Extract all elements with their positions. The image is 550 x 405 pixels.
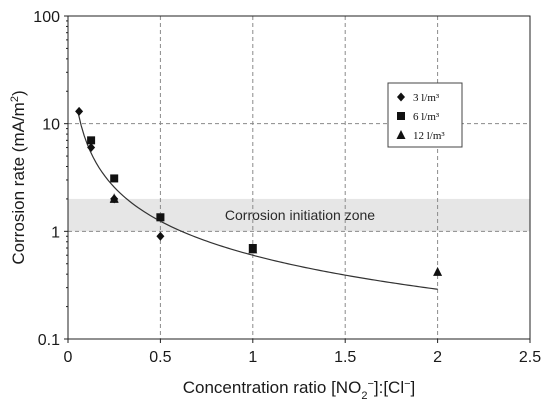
legend-marker-square bbox=[397, 112, 405, 120]
text-layer: 0 0.5 1 1.5 2 2.5 0.1 1 10 100 Concentration ratio… bbox=[9, 9, 541, 402]
data-point-square bbox=[110, 174, 119, 183]
legend-marker-triangle bbox=[396, 130, 406, 139]
legend-marker-diamond bbox=[397, 92, 405, 102]
fit-curve bbox=[77, 112, 438, 290]
legend-label: 3 l/m³ bbox=[413, 92, 440, 104]
legend: 3 l/m³ 6 l/m³ 12 l/m³ bbox=[387, 82, 463, 148]
data-point-square bbox=[156, 213, 165, 222]
data-point-triangle bbox=[248, 244, 258, 254]
legend-label: 6 l/m³ bbox=[413, 111, 440, 123]
x-tick-label: 2 bbox=[433, 349, 442, 366]
y-tick-label: 10 bbox=[42, 117, 60, 134]
x-axis-title: Concentration ratio [NO2−]:[Cl−] bbox=[183, 378, 416, 402]
data-point-diamond bbox=[87, 143, 96, 153]
x-tick-label: 1.5 bbox=[334, 349, 356, 366]
data-point-diamond bbox=[75, 106, 84, 116]
initiation-zone-label: Corrosion initiation zone bbox=[225, 207, 375, 223]
y-tick-label: 100 bbox=[33, 9, 60, 26]
x-tick-label: 0.5 bbox=[149, 349, 171, 366]
y-tick-label: 1 bbox=[51, 224, 60, 241]
curve-layer bbox=[77, 112, 438, 290]
grid-layer bbox=[68, 16, 530, 339]
x-tick-label: 1 bbox=[248, 349, 257, 366]
y-tick-label: 0.1 bbox=[38, 332, 60, 349]
point-layer bbox=[75, 106, 443, 276]
plot-frame bbox=[67, 15, 531, 340]
band-layer bbox=[68, 198, 530, 232]
initiation-zone-band bbox=[68, 198, 530, 232]
axis-layer bbox=[64, 15, 531, 343]
data-point-triangle bbox=[109, 193, 119, 203]
data-point-triangle bbox=[433, 266, 443, 276]
data-point-diamond bbox=[156, 231, 165, 241]
legend-label: 12 l/m³ bbox=[413, 130, 445, 142]
x-tick-label: 0 bbox=[64, 349, 73, 366]
data-point-square bbox=[87, 136, 96, 145]
x-tick-label: 2.5 bbox=[519, 349, 541, 366]
y-axis-title: Corrosion rate (mA/m2) bbox=[9, 90, 28, 264]
